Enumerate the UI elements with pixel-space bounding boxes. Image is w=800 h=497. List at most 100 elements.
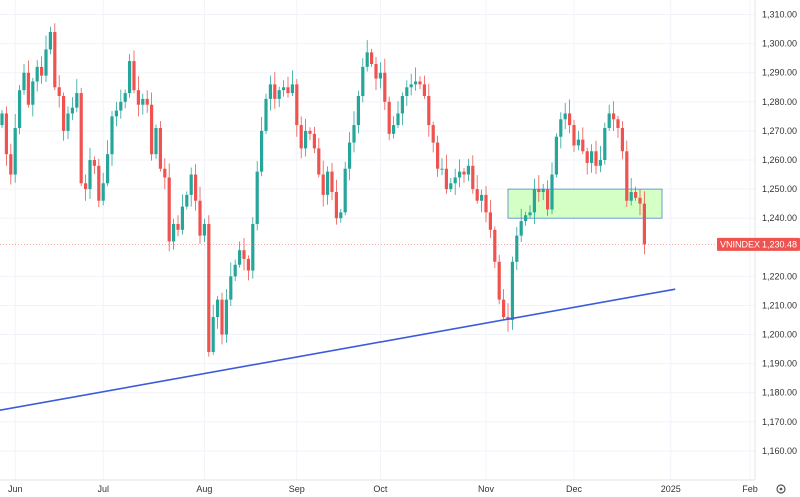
candle <box>4 106 8 166</box>
candle <box>255 161 259 231</box>
candle <box>75 79 79 113</box>
candle <box>524 211 528 226</box>
time-tick-label: Oct <box>373 484 388 494</box>
candle <box>119 89 123 119</box>
candle-body <box>458 171 462 178</box>
candle-body <box>356 96 360 126</box>
gear-icon[interactable] <box>776 484 786 494</box>
candle <box>436 135 440 177</box>
candle <box>392 116 396 139</box>
candle-body <box>264 98 268 131</box>
candle-body <box>515 235 519 262</box>
candle <box>497 254 501 305</box>
candle-body <box>400 96 404 114</box>
candle <box>110 111 114 166</box>
candle-body <box>409 84 413 88</box>
candle-body <box>554 136 558 175</box>
candle-body <box>392 125 396 134</box>
candle <box>185 191 189 210</box>
candle <box>53 23 57 91</box>
candle <box>634 186 638 201</box>
candle <box>458 159 462 188</box>
candle-body <box>216 299 220 318</box>
candle-body <box>616 119 620 128</box>
candle <box>475 175 479 204</box>
candle <box>620 121 624 160</box>
candle-body <box>598 160 602 166</box>
candle <box>295 79 299 137</box>
candles-layer <box>0 23 646 357</box>
candle <box>62 92 66 141</box>
candle <box>202 218 206 243</box>
candle <box>348 132 352 181</box>
candle <box>299 116 303 159</box>
candle <box>176 215 180 237</box>
candle <box>554 133 558 178</box>
candle <box>506 303 510 332</box>
time-tick-label: Jun <box>8 484 23 494</box>
candle-body <box>255 171 259 224</box>
candle <box>598 146 602 173</box>
candle-body <box>268 84 272 99</box>
candle <box>216 296 220 329</box>
candle <box>343 161 347 216</box>
candle <box>180 194 184 235</box>
candle-body <box>418 81 422 85</box>
candle <box>581 127 585 155</box>
candle-body <box>528 212 532 216</box>
candle-body <box>625 151 629 201</box>
candle <box>35 59 39 92</box>
candle-body <box>519 221 523 236</box>
candle-body <box>378 72 382 79</box>
candle <box>123 89 127 109</box>
candle <box>361 58 365 103</box>
candle-body <box>612 113 616 120</box>
candle <box>282 80 286 97</box>
candle <box>88 147 92 199</box>
price-tick-label: 1,190.00 <box>762 359 797 369</box>
candle-body <box>66 113 70 131</box>
candle-body <box>233 264 237 277</box>
candle-body <box>308 130 312 134</box>
candle <box>396 101 400 128</box>
candle-body <box>198 200 202 236</box>
price-tick-label: 1,240.00 <box>762 213 797 223</box>
candle <box>629 178 633 206</box>
candle-body <box>594 151 598 166</box>
candle <box>590 144 594 173</box>
time-axis[interactable]: Jun Jul Aug Sep Oct Nov Dec 2025 Feb <box>8 484 758 494</box>
candle <box>194 164 198 211</box>
candle-body <box>282 87 286 91</box>
candle-body <box>110 116 114 155</box>
candle <box>405 80 409 106</box>
candle-body <box>92 160 96 166</box>
candle <box>400 92 404 126</box>
candle-body <box>119 101 123 111</box>
candle-body <box>224 299 228 335</box>
price-axis[interactable]: 1,310.00 1,300.00 1,290.00 1,280.00 1,270.00… <box>762 10 797 456</box>
time-tick-label: Feb <box>742 484 758 494</box>
candle-body <box>9 154 13 175</box>
candle <box>444 154 448 194</box>
candle <box>238 241 242 268</box>
candle-body <box>31 81 35 105</box>
candle <box>339 208 343 223</box>
candle <box>70 97 74 120</box>
candle-body <box>48 32 52 50</box>
candle <box>57 75 61 108</box>
candle-body <box>53 32 57 88</box>
time-tick-label: 2025 <box>661 484 681 494</box>
candle <box>114 101 118 127</box>
candle <box>277 86 281 108</box>
candle-body <box>123 93 127 102</box>
candle <box>150 92 154 161</box>
candle <box>462 168 466 183</box>
candle-body <box>242 250 246 259</box>
last-price-badge-bg <box>717 237 800 251</box>
candle <box>233 259 237 282</box>
candle-body <box>493 229 497 262</box>
price-tick-label: 1,180.00 <box>762 388 797 398</box>
candle-body <box>304 130 308 149</box>
candle-body <box>352 125 356 143</box>
